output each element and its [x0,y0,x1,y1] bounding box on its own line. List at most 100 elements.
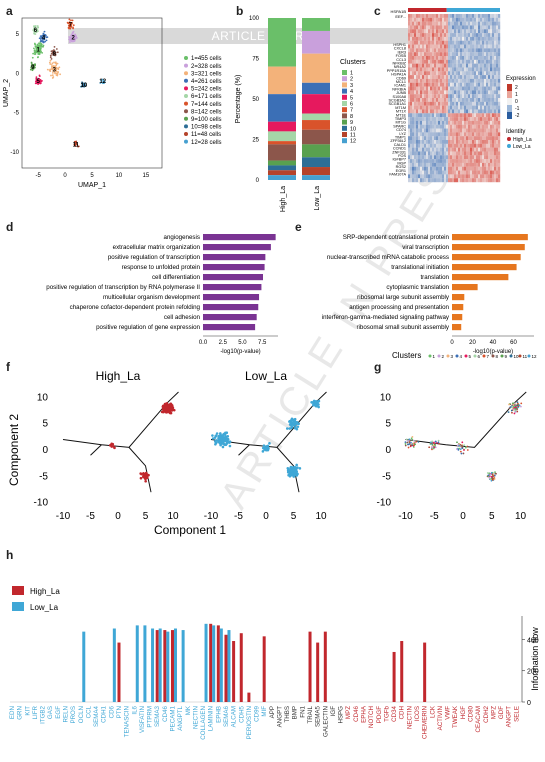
heatmap-cell-value [458,52,461,57]
heatmap-gene-label: TIMP1 [395,136,406,140]
heatmap-cell [480,63,483,68]
stacked-bar-segment [302,18,330,31]
heatmap-cell-value [450,128,453,133]
heatmap-cell-value [498,132,501,137]
heatmap-cell [416,21,419,26]
heatmap-cell-value [460,136,463,141]
heatmap-cell [492,44,495,49]
trajectory-point [211,437,215,440]
umap-point [35,77,38,80]
heatmap-cell-value [448,136,451,141]
heatmap-cell-value [420,48,423,53]
heatmap-cell-value [416,94,419,99]
heatmap-cell [452,29,455,34]
heatmap-cell [426,143,429,148]
heatmap-cell-value [452,162,455,167]
heatmap-cell-value [492,17,495,22]
heatmap-cell [454,63,457,68]
heatmap-cell-value [416,174,419,179]
heatmap-cell-value [426,33,429,38]
heatmap-cell-value [416,101,419,106]
heatmap-cell [462,36,465,41]
heatmap-cell-value [454,170,457,175]
heatmap-cell [424,56,427,61]
heatmap-cell-value [420,82,423,87]
heatmap-cell-value [424,56,427,61]
heatmap-cell-value [462,67,465,72]
heatmap-cell-value [464,151,467,156]
heatmap-cell [414,113,417,118]
heatmap-cell [438,44,441,49]
heatmap-cell-value [424,75,427,80]
heatmap-cell-value [428,40,431,45]
heatmap-cell [448,86,451,91]
heatmap-cell-value [416,67,419,72]
heatmap-cell [466,56,469,61]
heatmap-cell-value [448,21,451,26]
heatmap-cell [420,56,423,61]
heatmap-cell-value [484,36,487,41]
heatmap-cell-value [432,155,435,160]
heatmap-cell [498,75,501,80]
heatmap-cell-value [480,159,483,164]
heatmap-cell [428,86,431,91]
heatmap-cell-value [446,147,449,152]
heatmap-cell-value [480,178,483,183]
heatmap-cell-value [444,98,447,103]
heatmap-cell-value [466,113,469,118]
heatmap-cell [452,63,455,68]
heatmap-cell-value [438,82,441,87]
heatmap-cell-value [486,140,489,145]
heatmap-cell [422,29,425,34]
heatmap-cell-value [468,120,471,125]
trajectory-x-tick: -10 [204,511,219,522]
heatmap-cell [488,105,491,110]
heatmap-cell-value [458,90,461,95]
heatmap-cell [478,33,481,38]
heatmap-cell-value [408,162,411,167]
heatmap-cell-value [432,67,435,72]
heatmap-cell [412,128,415,133]
heatmap-cell-value [410,162,413,167]
heatmap-cell [462,105,465,110]
heatmap-cell-value [436,29,439,34]
bar-y-tick: 0 [256,178,260,184]
heatmap-cell [494,33,497,38]
heatmap-cell-value [414,59,417,64]
heatmap-cell-value [496,101,499,106]
heatmap-cell-value [444,101,447,106]
heatmap-cell [450,17,453,22]
heatmap-cell-value [456,21,459,26]
heatmap-cell-value [472,90,475,95]
heatmap-cell-value [480,113,483,118]
heatmap-cell-value [484,178,487,183]
heatmap-cell [498,56,501,61]
heatmap-cell [468,105,471,110]
heatmap-cell [450,174,453,179]
heatmap-cell [452,98,455,103]
heatmap-cell-value [472,56,475,61]
heatmap-cell-value [496,155,499,160]
heatmap-cell-value [442,143,445,148]
heatmap-cell-value [474,159,477,164]
heatmap-cell-value [418,21,421,26]
heatmap-cell [416,162,419,167]
heatmap-gene-label: S100A8 [392,95,406,99]
bar-legend-item: 4 [350,89,353,95]
heatmap-cell [444,78,447,83]
heatmap-cell [414,147,417,152]
heatmap-cell-value [458,75,461,80]
heatmap-cell-value [450,25,453,30]
heatmap-cell-value [498,33,501,38]
heatmap-cell [480,82,483,87]
heatmap-cell [414,98,417,103]
umap-point [51,77,54,79]
heatmap-cell-value [476,170,479,175]
heatmap-cell-value [442,124,445,129]
umap-legend-swatch [184,101,188,106]
heatmap-cell [468,178,471,183]
heatmap-cell [444,174,447,179]
heatmap-cell-value [464,33,467,38]
heatmap-cell-value [424,117,427,122]
heatmap-cell-value [486,52,489,57]
